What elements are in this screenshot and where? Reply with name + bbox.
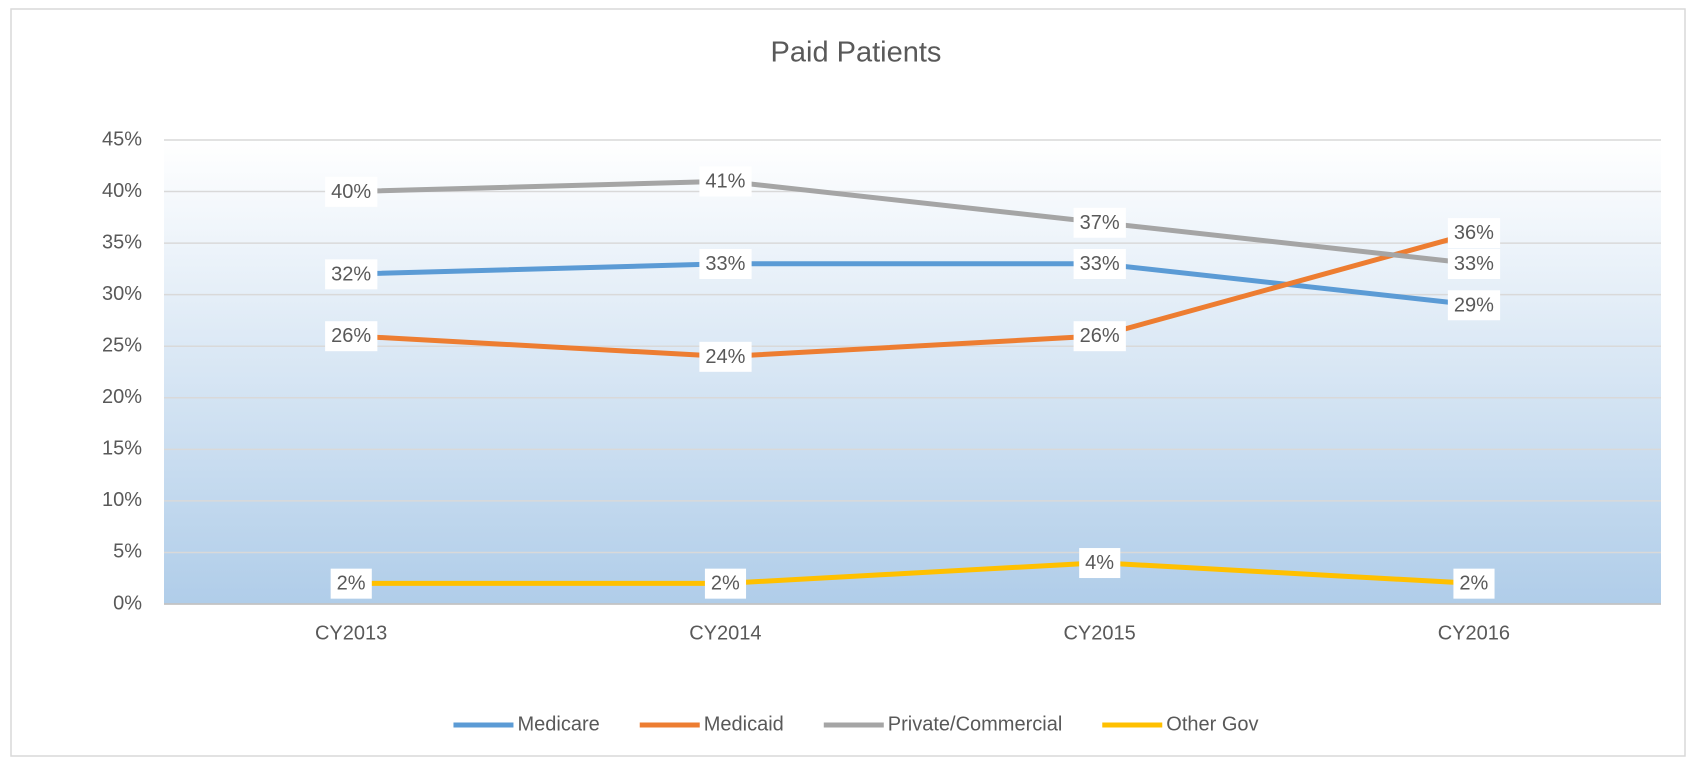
data-label: 41% <box>699 166 752 197</box>
legend-label: Private/Commercial <box>888 713 1062 735</box>
data-label-bg <box>1073 207 1126 238</box>
data-label: 24% <box>699 341 752 372</box>
data-label-text: 2% <box>711 573 740 595</box>
y-tick-label: 25% <box>102 335 142 357</box>
y-tick-label: 35% <box>102 231 142 253</box>
data-label: 26% <box>1073 321 1126 352</box>
y-tick-label: 5% <box>113 541 142 563</box>
x-tick-label: CY2016 <box>1438 622 1510 644</box>
data-label-text: 32% <box>331 263 371 285</box>
data-label: 2% <box>704 568 747 599</box>
y-tick-label: 40% <box>102 180 142 202</box>
series-line <box>351 178 1475 267</box>
data-label-bg <box>1079 548 1121 579</box>
data-label-text: 37% <box>1080 212 1120 234</box>
series-line <box>351 560 1475 586</box>
data-label-text: 2% <box>1459 573 1488 595</box>
data-label-text: 33% <box>705 253 745 275</box>
y-tick-label: 20% <box>102 386 142 408</box>
data-label: 2% <box>330 568 372 599</box>
data-label-bg <box>330 568 372 599</box>
data-label-bg <box>325 259 378 290</box>
data-label: 36% <box>1447 218 1501 249</box>
data-label-text: 33% <box>1454 253 1494 275</box>
y-tick-label: 15% <box>102 438 142 460</box>
data-label-text: 24% <box>705 346 745 368</box>
data-label-bg <box>704 568 747 599</box>
data-label-bg <box>699 166 752 197</box>
data-label-bg <box>1073 321 1126 352</box>
data-label: 32% <box>325 259 378 290</box>
data-label-text: 40% <box>331 181 371 203</box>
data-label: 33% <box>699 249 752 280</box>
data-label-text: 29% <box>1454 294 1494 316</box>
data-label-bg <box>1453 568 1495 599</box>
data-label-text: 41% <box>705 171 745 193</box>
y-tick-label: 45% <box>102 128 142 150</box>
data-label-bg <box>1447 249 1501 280</box>
legend: Medicare Medicaid Private/Commercial Other … <box>453 713 1259 735</box>
data-label: 33% <box>1447 249 1501 280</box>
data-label-text: 4% <box>1085 552 1114 574</box>
x-tick-label: CY2014 <box>689 622 761 644</box>
chart-title: Paid Patients <box>771 37 942 69</box>
data-label-bg <box>1447 290 1501 321</box>
y-tick-label: 30% <box>102 283 142 305</box>
legend-label: Medicaid <box>704 713 784 735</box>
data-label-text: 26% <box>331 325 371 347</box>
data-label-bg <box>325 176 378 207</box>
plot-area <box>164 140 1661 604</box>
data-label: 40% <box>325 176 378 207</box>
data-label-bg <box>699 249 752 280</box>
x-tick-label: CY2015 <box>1063 622 1135 644</box>
data-label: 4% <box>1079 548 1121 579</box>
legend-label: Medicare <box>517 713 599 735</box>
y-tick-label: 0% <box>113 592 142 614</box>
x-tick-label: CY2013 <box>315 622 387 644</box>
data-label-bg <box>1073 249 1126 280</box>
data-label-text: 2% <box>337 573 366 595</box>
y-tick-label: 10% <box>102 489 142 511</box>
data-label-text: 26% <box>1080 325 1120 347</box>
data-label: 33% <box>1073 249 1126 280</box>
data-label: 2% <box>1453 568 1495 599</box>
legend-label: Other Gov <box>1166 713 1258 735</box>
data-label-bg <box>699 341 752 372</box>
data-label-text: 33% <box>1080 253 1120 275</box>
data-label: 26% <box>325 321 378 352</box>
data-label-bg <box>325 321 378 352</box>
data-label-text: 36% <box>1454 222 1494 244</box>
data-label-bg <box>1447 218 1501 249</box>
series-line <box>350 230 1475 360</box>
data-label: 37% <box>1073 207 1126 238</box>
data-label: 29% <box>1447 290 1501 321</box>
